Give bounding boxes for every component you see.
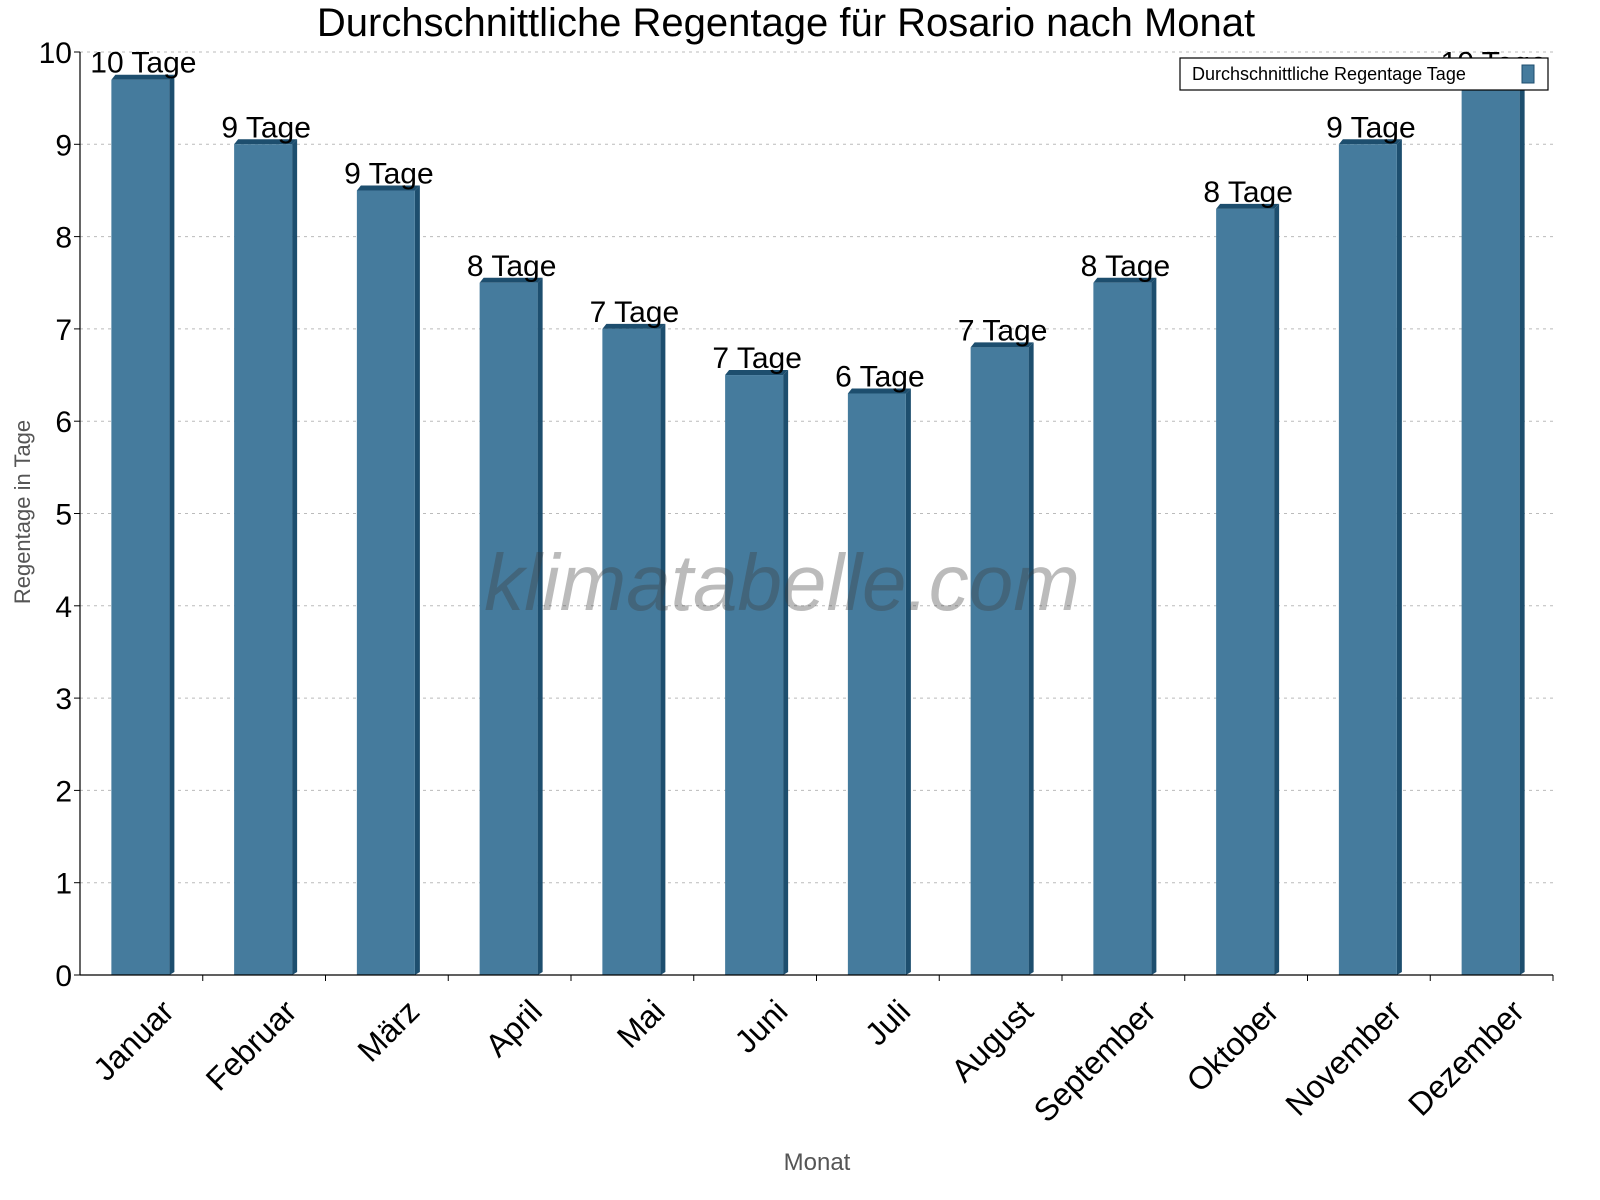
watermark: klimatabelle.com xyxy=(484,538,1080,627)
data-label: 6 Tage xyxy=(835,361,925,394)
data-label: 8 Tage xyxy=(467,250,557,283)
bar-top xyxy=(602,323,666,329)
data-label: 8 Tage xyxy=(1081,250,1171,283)
legend-label: Durchschnittliche Regentage Tage xyxy=(1192,64,1466,84)
y-tick-label: 4 xyxy=(55,591,72,624)
bar xyxy=(1216,208,1275,975)
bar xyxy=(111,79,170,975)
bar-top xyxy=(479,277,543,283)
x-tick-label: Juli xyxy=(858,993,917,1052)
bar-top xyxy=(847,388,911,394)
bar-side xyxy=(292,139,298,976)
bar-top xyxy=(234,139,298,145)
y-tick-label: 7 xyxy=(55,314,72,347)
bar-side xyxy=(537,277,543,975)
y-tick-label: 0 xyxy=(55,960,72,993)
x-tick-label: April xyxy=(478,993,549,1064)
legend-swatch xyxy=(1521,64,1535,84)
bar-top xyxy=(725,370,789,376)
bar-side xyxy=(1519,74,1525,975)
bar xyxy=(1461,79,1520,975)
x-tick-label: November xyxy=(1278,993,1408,1123)
data-label: 9 Tage xyxy=(1326,111,1416,144)
y-tick-label: 9 xyxy=(55,129,72,162)
bar-top xyxy=(111,74,175,80)
bar xyxy=(1338,144,1397,976)
data-label: 9 Tage xyxy=(344,157,434,190)
x-tick-label: Oktober xyxy=(1180,993,1286,1099)
x-tick-label: Juni xyxy=(728,993,795,1060)
x-tick-label: Mai xyxy=(610,993,672,1055)
bar-side xyxy=(783,370,789,975)
y-tick-label: 8 xyxy=(55,222,72,255)
x-tick-label: Januar xyxy=(86,993,181,1088)
bar-side xyxy=(1151,277,1157,975)
bar xyxy=(1093,282,1152,975)
bar-side xyxy=(1396,139,1402,976)
data-labels: 10 Tage 9 Tage 9 Tage 8 Tage 7 Tage 7 Tage 6 T… xyxy=(90,47,1546,394)
bar-side xyxy=(1028,342,1034,975)
bar-side xyxy=(660,323,666,975)
data-label: 7 Tage xyxy=(590,296,680,329)
bar-side xyxy=(905,388,911,975)
x-tick-label: Dezember xyxy=(1401,993,1531,1123)
y-axis-label: Regentage in Tage xyxy=(10,420,35,604)
x-tick-label: Februar xyxy=(199,993,304,1098)
bar-top xyxy=(970,342,1034,348)
bar xyxy=(356,190,415,975)
grid-lines xyxy=(80,51,1553,884)
bar-side xyxy=(1274,203,1280,975)
data-label: 8 Tage xyxy=(1203,176,1293,209)
bar-side xyxy=(169,74,175,975)
data-label: 10 Tage xyxy=(90,47,196,80)
bar xyxy=(602,328,661,975)
bar-top xyxy=(1093,277,1157,283)
bars xyxy=(111,74,1525,976)
legend[interactable]: Durchschnittliche Regentage Tage xyxy=(1179,57,1549,91)
bar xyxy=(234,144,293,976)
y-tick-label: 5 xyxy=(55,499,72,532)
y-tick-label: 6 xyxy=(55,406,72,439)
x-tick-label: September xyxy=(1027,993,1163,1129)
bar xyxy=(970,347,1029,975)
bar xyxy=(847,393,906,975)
data-label: 7 Tage xyxy=(958,314,1048,347)
bar-side xyxy=(414,185,420,975)
data-label: 9 Tage xyxy=(221,111,311,144)
y-tick-label: 2 xyxy=(55,775,72,808)
y-tick-label: 10 xyxy=(39,37,72,70)
chart-title: Durchschnittliche Regentage für Rosario … xyxy=(317,1,1255,45)
y-tick-label: 1 xyxy=(55,868,72,901)
x-tick-label: März xyxy=(350,993,426,1069)
bar-top xyxy=(356,185,420,191)
data-label: 7 Tage xyxy=(712,342,802,375)
bar xyxy=(479,282,538,975)
bar-top xyxy=(1338,139,1402,145)
bar xyxy=(725,375,784,975)
x-tick-label: August xyxy=(944,993,1040,1089)
y-tick-label: 3 xyxy=(55,683,72,716)
bar-top xyxy=(1216,203,1280,209)
x-axis-label: Monat xyxy=(784,1149,851,1176)
